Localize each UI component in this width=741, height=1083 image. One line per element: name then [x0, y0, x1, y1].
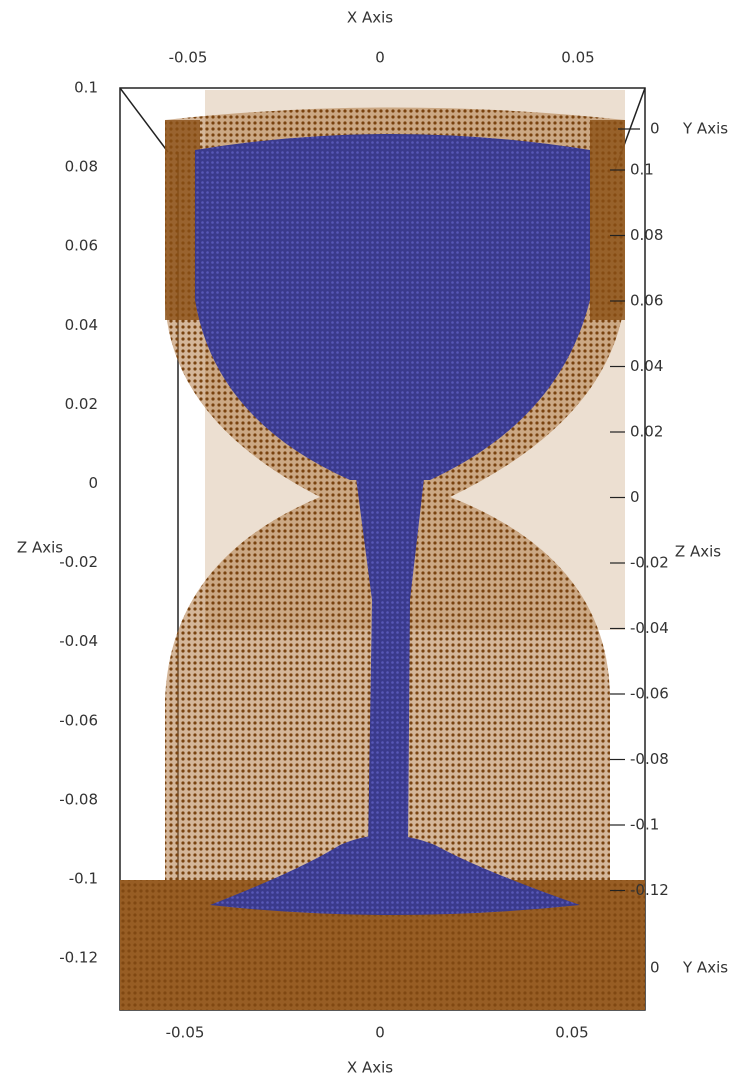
- tick-label: 0: [650, 959, 660, 977]
- tick-label: -0.06: [59, 711, 98, 729]
- tick-label: -0.08: [59, 790, 98, 808]
- tick-label: 0.05: [555, 1024, 588, 1042]
- tick-label: -0.04: [630, 619, 669, 637]
- tick-label: 0.08: [630, 226, 663, 244]
- tick-label: 0: [650, 120, 660, 138]
- tick-label: 0.1: [74, 79, 98, 97]
- tick-label: 0: [88, 474, 98, 492]
- tick-label: -0.02: [630, 554, 669, 572]
- axis-title: X Axis: [347, 1059, 393, 1077]
- tick-label: 0.05: [561, 49, 594, 67]
- tick-label: -0.1: [630, 816, 659, 834]
- tick-label: 0.1: [630, 161, 654, 179]
- axis-title: Y Axis: [682, 959, 728, 977]
- tick-label: -0.05: [166, 1024, 205, 1042]
- tick-label: 0: [375, 49, 385, 67]
- tick-label: -0.02: [59, 553, 98, 571]
- axis-title: Z Axis: [17, 539, 63, 557]
- tick-label: 0: [630, 488, 640, 506]
- tick-label: 0.04: [65, 316, 98, 334]
- tick-label: -0.12: [630, 881, 669, 899]
- sand: [195, 134, 590, 915]
- tick-label: -0.12: [59, 949, 98, 967]
- tick-label: -0.04: [59, 632, 98, 650]
- tick-label: 0.06: [65, 237, 98, 255]
- tick-label: 0: [375, 1024, 385, 1042]
- axis-title: X Axis: [347, 9, 393, 27]
- tick-label: -0.05: [169, 49, 208, 67]
- tick-label: -0.08: [630, 750, 669, 768]
- tick-label: -0.06: [630, 685, 669, 703]
- tick-label: 0.02: [65, 395, 98, 413]
- axis-title: Z Axis: [675, 543, 721, 561]
- tick-label: 0.08: [65, 158, 98, 176]
- tick-label: -0.1: [69, 870, 98, 888]
- axis-title: Y Axis: [682, 120, 728, 138]
- tick-label: 0.02: [630, 423, 663, 441]
- tick-label: 0.06: [630, 292, 663, 310]
- tick-label: 0.04: [630, 357, 663, 375]
